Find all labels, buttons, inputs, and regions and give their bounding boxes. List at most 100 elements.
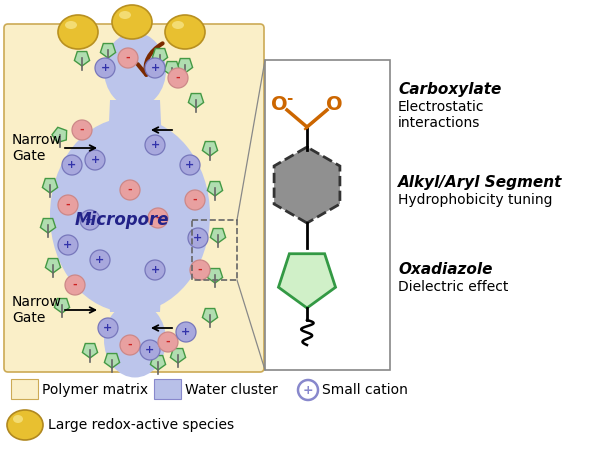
Polygon shape — [274, 147, 340, 223]
Text: interactions: interactions — [398, 116, 480, 130]
Polygon shape — [100, 43, 116, 58]
Text: -: - — [175, 73, 180, 83]
Text: Hydrophobicity tuning: Hydrophobicity tuning — [398, 193, 552, 207]
Text: -: - — [192, 195, 197, 205]
Text: -: - — [128, 340, 132, 350]
Ellipse shape — [13, 415, 23, 423]
Text: Small cation: Small cation — [322, 383, 408, 397]
Circle shape — [98, 318, 118, 338]
Circle shape — [80, 210, 100, 230]
Polygon shape — [208, 268, 223, 283]
Polygon shape — [152, 48, 168, 63]
Circle shape — [185, 190, 205, 210]
Text: Polymer matrix: Polymer matrix — [42, 383, 148, 397]
Text: Water cluster: Water cluster — [185, 383, 278, 397]
Text: -: - — [66, 200, 70, 210]
FancyBboxPatch shape — [4, 24, 264, 372]
Text: -: - — [155, 213, 160, 223]
Circle shape — [95, 58, 115, 78]
Text: O: O — [270, 96, 287, 115]
Polygon shape — [108, 100, 162, 145]
Polygon shape — [151, 356, 166, 370]
Text: Electrostatic: Electrostatic — [398, 100, 485, 114]
Circle shape — [72, 120, 92, 140]
Ellipse shape — [172, 21, 184, 29]
Text: Micropore: Micropore — [75, 211, 169, 229]
Circle shape — [58, 235, 78, 255]
Circle shape — [120, 180, 140, 200]
Polygon shape — [42, 178, 57, 193]
Text: -: - — [126, 53, 130, 63]
Polygon shape — [74, 52, 90, 66]
Circle shape — [176, 322, 196, 342]
Text: Large redox-active species: Large redox-active species — [48, 418, 234, 432]
Text: -: - — [80, 125, 84, 135]
Circle shape — [120, 335, 140, 355]
Text: Narrow
Gate: Narrow Gate — [12, 295, 62, 325]
Circle shape — [180, 155, 200, 175]
Circle shape — [62, 155, 82, 175]
Circle shape — [168, 68, 188, 88]
Ellipse shape — [104, 33, 166, 108]
Text: +: + — [145, 345, 155, 355]
Polygon shape — [211, 228, 226, 243]
Text: +: + — [194, 233, 203, 243]
Ellipse shape — [65, 21, 77, 29]
Polygon shape — [203, 142, 218, 156]
Text: +: + — [90, 155, 100, 165]
Circle shape — [145, 260, 165, 280]
Polygon shape — [278, 254, 336, 308]
Text: +: + — [185, 160, 195, 170]
Text: -: - — [128, 185, 132, 195]
Circle shape — [118, 48, 138, 68]
Text: -: - — [73, 280, 77, 290]
Text: +: + — [64, 240, 73, 250]
Text: O: O — [325, 96, 342, 115]
Text: -: - — [166, 337, 171, 347]
FancyBboxPatch shape — [154, 379, 181, 399]
Text: +: + — [103, 323, 113, 333]
Text: +: + — [85, 215, 94, 225]
Text: -: - — [286, 91, 292, 107]
Text: Oxadiazole: Oxadiazole — [398, 262, 492, 277]
Text: Carboxylate: Carboxylate — [398, 82, 502, 97]
Circle shape — [145, 135, 165, 155]
Circle shape — [85, 150, 105, 170]
Polygon shape — [203, 308, 218, 323]
Text: +: + — [151, 140, 160, 150]
Circle shape — [158, 332, 178, 352]
Polygon shape — [165, 62, 180, 76]
Circle shape — [90, 250, 110, 270]
Polygon shape — [41, 219, 56, 233]
Bar — [192, 220, 237, 280]
Text: +: + — [96, 255, 105, 265]
Polygon shape — [105, 354, 120, 368]
FancyBboxPatch shape — [11, 379, 38, 399]
Polygon shape — [52, 127, 67, 143]
Polygon shape — [54, 299, 70, 313]
Circle shape — [58, 195, 78, 215]
Circle shape — [145, 58, 165, 78]
Circle shape — [298, 380, 318, 400]
Bar — [265, 60, 390, 370]
Polygon shape — [108, 275, 162, 312]
Ellipse shape — [104, 302, 166, 377]
Ellipse shape — [165, 15, 205, 49]
Circle shape — [65, 275, 85, 295]
Ellipse shape — [119, 11, 131, 19]
Text: +: + — [302, 384, 313, 397]
Polygon shape — [171, 349, 186, 363]
Circle shape — [190, 260, 210, 280]
Text: +: + — [67, 160, 77, 170]
Text: Narrow
Gate: Narrow Gate — [12, 133, 62, 163]
Circle shape — [148, 208, 168, 228]
Polygon shape — [45, 259, 61, 273]
Text: Dielectric effect: Dielectric effect — [398, 280, 508, 294]
Ellipse shape — [7, 410, 43, 440]
Circle shape — [188, 228, 208, 248]
Text: Alkyl/Aryl Segment: Alkyl/Aryl Segment — [398, 175, 563, 190]
Polygon shape — [177, 59, 192, 73]
Ellipse shape — [50, 117, 210, 313]
Text: +: + — [100, 63, 110, 73]
Polygon shape — [208, 182, 223, 196]
